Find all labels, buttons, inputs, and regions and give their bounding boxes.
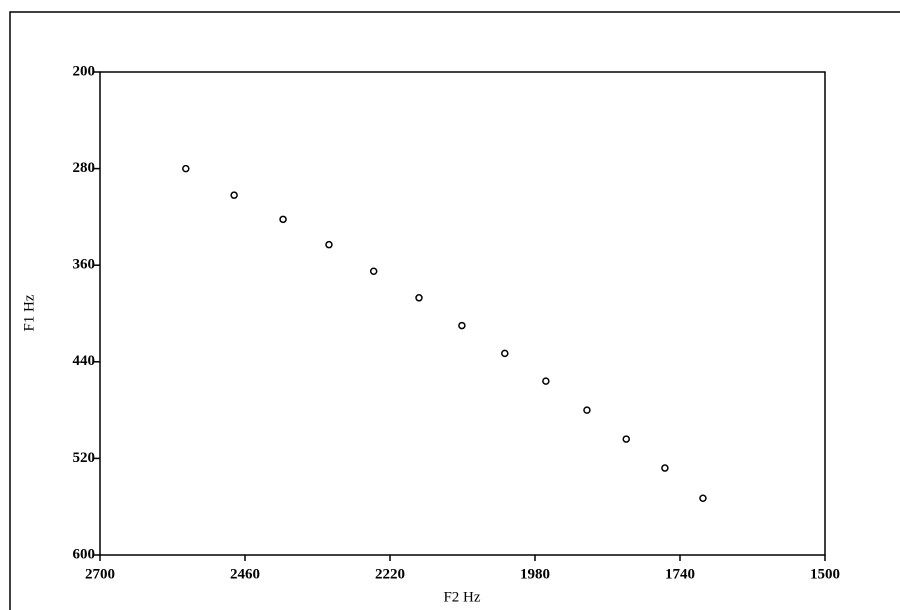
- plot-area: [99, 71, 826, 556]
- y-axis-title: F1 Hz: [21, 294, 37, 331]
- x-axis-title: F2 Hz: [443, 589, 480, 605]
- x-tick-label: 1980: [520, 566, 550, 582]
- y-tick-label: 440: [73, 353, 96, 369]
- frame: [9, 11, 900, 610]
- point: [325, 240, 333, 249]
- point: [622, 435, 630, 443]
- y-tick-label: 280: [73, 160, 96, 176]
- point: [661, 464, 669, 472]
- point: [182, 164, 190, 173]
- point: [230, 191, 238, 199]
- point: [369, 267, 378, 275]
- x-tick-label: 2700: [85, 566, 115, 582]
- y-tick-label: 200: [73, 63, 96, 79]
- point: [415, 294, 423, 302]
- point: [458, 321, 466, 330]
- point: [501, 349, 509, 358]
- x-tick-label: 2460: [230, 566, 260, 582]
- x-tick-label: 1740: [665, 566, 695, 582]
- x-tick-label: 2220: [375, 566, 405, 582]
- point: [583, 406, 591, 414]
- point: [542, 377, 550, 385]
- x-tick-label: 1500: [810, 566, 840, 582]
- y-tick-label: 360: [73, 257, 96, 273]
- y-tick-label: 520: [73, 450, 96, 466]
- point: [699, 494, 707, 502]
- y-tick-label: 600: [73, 546, 96, 562]
- point: [279, 215, 287, 224]
